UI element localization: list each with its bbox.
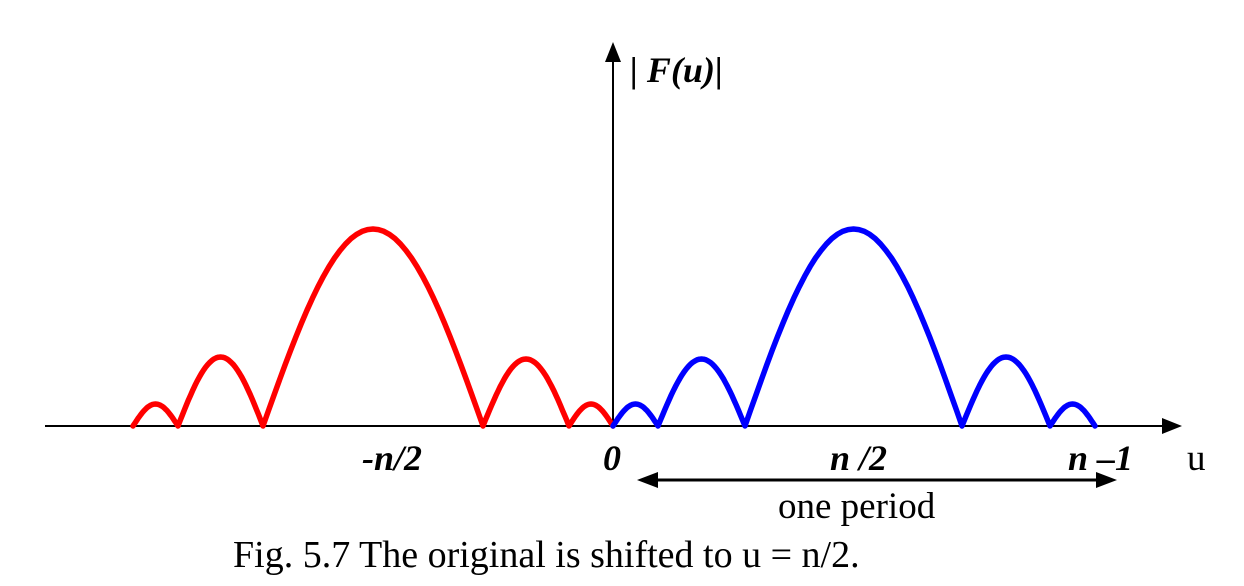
period-label: one period bbox=[778, 486, 936, 527]
tick-label-zero: 0 bbox=[603, 438, 621, 478]
y-axis-label: | F(u)| bbox=[630, 50, 723, 90]
tick-label-n-minus-1: n –1 bbox=[1068, 438, 1133, 478]
shifted-copy-curve bbox=[130, 226, 616, 429]
tick-label-half: n /2 bbox=[830, 438, 887, 478]
x-axis-label: u bbox=[1187, 438, 1206, 479]
period-arrow-right-head bbox=[1096, 472, 1117, 488]
figure-caption: Fig. 5.7 The original is shifted to u = … bbox=[233, 534, 860, 576]
shifted-copy-spectrum bbox=[130, 226, 616, 429]
original-spectrum bbox=[610, 226, 1098, 429]
tick-label-neg-half: -n/2 bbox=[362, 438, 422, 478]
original-spectrum-curve bbox=[610, 226, 1098, 429]
y-axis-arrowhead bbox=[605, 42, 621, 62]
x-axis-arrowhead bbox=[1162, 418, 1182, 434]
period-arrow-left-head bbox=[637, 472, 658, 488]
